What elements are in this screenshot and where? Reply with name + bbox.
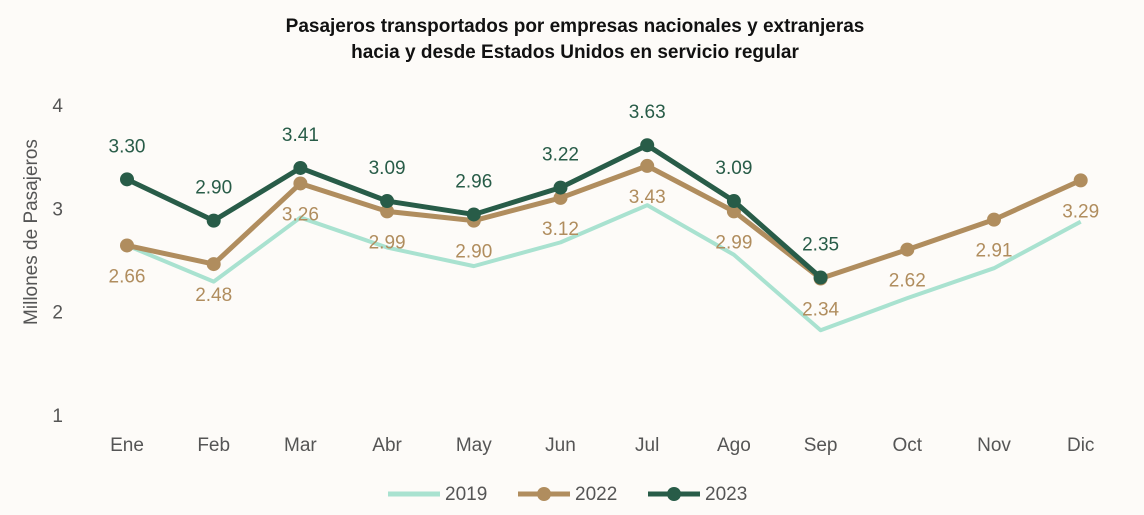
y-axis-label: Millones de Pasajeros bbox=[21, 139, 42, 325]
x-tick-label: Feb bbox=[197, 435, 230, 456]
data-label: 2.66 bbox=[109, 266, 146, 287]
point bbox=[206, 257, 221, 272]
x-tick-label: Nov bbox=[977, 435, 1011, 456]
legend-marker bbox=[667, 487, 681, 501]
chart-title: Pasajeros transportados por empresas nac… bbox=[286, 16, 865, 37]
data-label: 2.99 bbox=[369, 232, 406, 253]
x-tick-label: Ago bbox=[717, 435, 751, 456]
data-label: 3.09 bbox=[715, 158, 752, 179]
legend-label: 2023 bbox=[705, 484, 747, 505]
point bbox=[380, 194, 395, 209]
data-label: 3.29 bbox=[1062, 201, 1099, 222]
point bbox=[987, 212, 1001, 227]
data-label: 3.63 bbox=[629, 102, 666, 123]
x-tick-label: Jul bbox=[635, 435, 659, 456]
data-label: 2.90 bbox=[195, 178, 232, 199]
data-label: 2.90 bbox=[455, 242, 492, 263]
data-label: 3.30 bbox=[109, 136, 146, 157]
data-label: 3.22 bbox=[542, 145, 579, 166]
x-tick-label: Mar bbox=[284, 435, 317, 456]
data-label: 2.99 bbox=[715, 232, 752, 253]
data-label: 2.48 bbox=[195, 285, 232, 306]
y-tick-label: 4 bbox=[52, 96, 63, 117]
x-tick-label: Jun bbox=[545, 435, 576, 456]
point bbox=[553, 190, 568, 205]
point bbox=[726, 204, 741, 219]
y-tick-label: 3 bbox=[52, 199, 63, 220]
point bbox=[293, 160, 308, 175]
point bbox=[293, 176, 308, 191]
x-tick-label: Ene bbox=[110, 435, 144, 456]
data-label: 2.91 bbox=[976, 241, 1013, 262]
point bbox=[813, 270, 828, 285]
x-tick-label: Dic bbox=[1067, 435, 1094, 456]
x-tick-label: Sep bbox=[804, 435, 838, 456]
legend-marker bbox=[537, 487, 551, 501]
series-line bbox=[126, 163, 1082, 282]
data-label: 3.09 bbox=[369, 158, 406, 179]
series-line bbox=[126, 203, 1082, 333]
chart-title: hacia y desde Estados Unidos en servicio… bbox=[351, 42, 799, 63]
data-label: 2.96 bbox=[455, 171, 492, 192]
legend-label: 2022 bbox=[575, 484, 617, 505]
data-label: 3.26 bbox=[282, 204, 319, 225]
data-label: 3.41 bbox=[282, 125, 319, 146]
point bbox=[120, 172, 134, 187]
data-label: 3.43 bbox=[629, 187, 666, 208]
data-label: 2.62 bbox=[889, 271, 926, 292]
point bbox=[120, 238, 134, 253]
point bbox=[466, 207, 481, 222]
point bbox=[640, 158, 655, 173]
point bbox=[640, 138, 655, 153]
y-tick-label: 2 bbox=[52, 303, 63, 324]
data-label: 2.34 bbox=[802, 300, 839, 321]
x-tick-label: May bbox=[456, 435, 492, 456]
point bbox=[553, 180, 568, 195]
x-tick-label: Abr bbox=[372, 435, 402, 456]
x-tick-label: Oct bbox=[893, 435, 923, 456]
data-label: 3.12 bbox=[542, 219, 579, 240]
legend-label: 2019 bbox=[445, 484, 487, 505]
point bbox=[1073, 173, 1088, 188]
point bbox=[726, 194, 741, 209]
point bbox=[900, 242, 915, 257]
point bbox=[206, 213, 221, 228]
data-label: 2.35 bbox=[802, 235, 839, 256]
point bbox=[380, 204, 395, 219]
y-tick-label: 1 bbox=[52, 406, 63, 427]
